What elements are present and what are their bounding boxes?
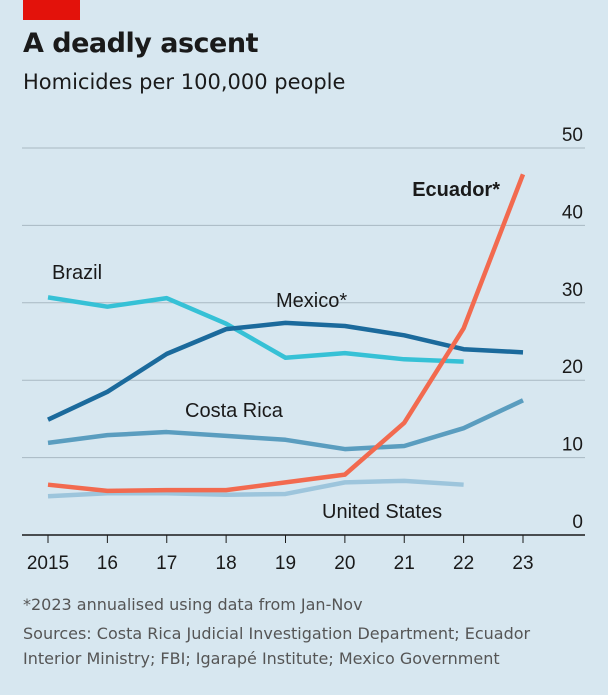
series-label: Ecuador* [412,179,500,201]
x-tick-label: 2015 [27,553,69,574]
sources: Sources: Costa Rica Judicial Investigati… [23,624,531,668]
x-tick-label: 19 [275,553,296,574]
series-line-costa-rica [47,398,524,452]
series-line-brazil [47,295,464,364]
line-chart: 0 10 20 30 40 50 2015 16 17 18 19 20 21 22 23 Brazil Mex… [22,125,585,574]
series-line-mexico [47,320,524,422]
x-tick-label: 20 [334,553,355,574]
y-tick-label: 0 [572,512,583,533]
x-tick-label: 21 [394,553,415,574]
y-tick-label: 10 [562,435,583,456]
chart-title: A deadly ascent [23,28,258,59]
x-tick-label: 18 [216,553,237,574]
series-line-ecuador [47,173,526,494]
series-label: Brazil [52,262,102,284]
x-tick-label: 22 [453,553,474,574]
series-label: United States [322,501,442,523]
x-tick-label: 16 [97,553,118,574]
x-tick-label: 17 [156,553,177,574]
brand-red-bar [23,0,80,20]
series-label: Costa Rica [185,400,284,422]
footnote: *2023 annualised using data from Jan-Nov [23,595,363,614]
series-line-united-states [47,478,464,499]
y-tick-label: 50 [562,125,583,146]
chart-subtitle: Homicides per 100,000 people [23,70,346,94]
series-label: Mexico* [276,290,347,312]
y-tick-label: 20 [562,357,583,378]
x-tick-label: 23 [512,553,533,574]
y-tick-label: 30 [562,280,583,301]
y-tick-label: 40 [562,202,583,223]
